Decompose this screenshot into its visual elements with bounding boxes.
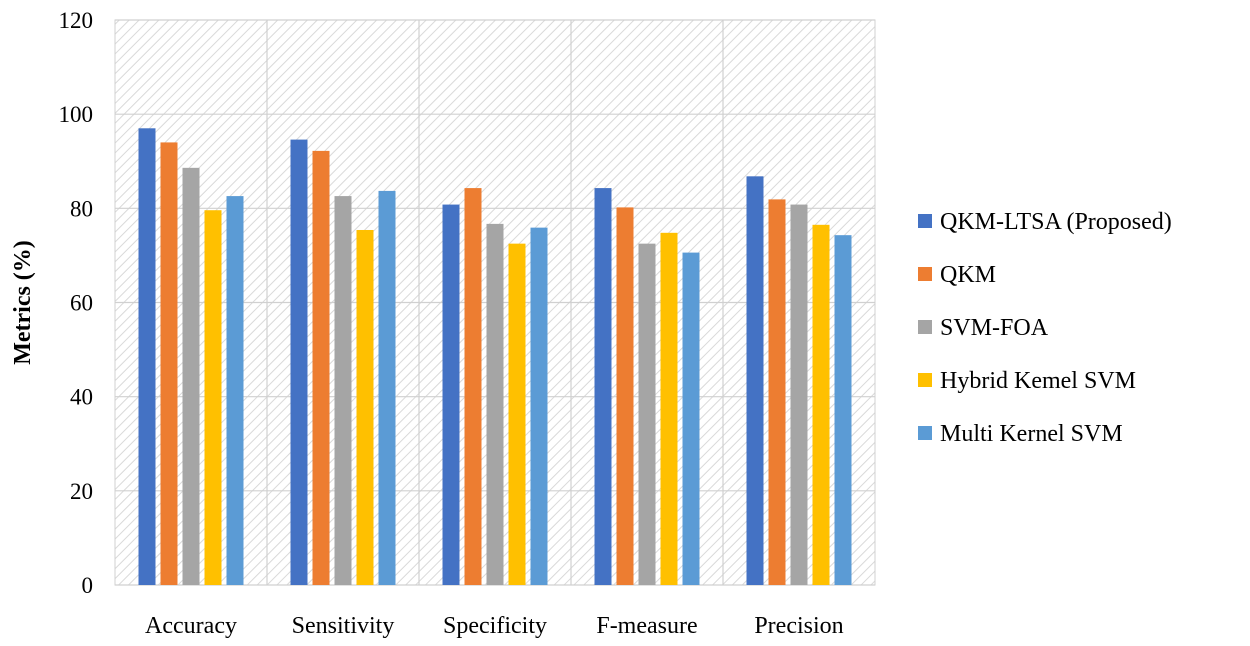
legend-label: QKM-LTSA (Proposed): [940, 209, 1172, 235]
bar: [442, 204, 460, 586]
legend-label: QKM: [940, 262, 996, 288]
x-category-label: Sensitivity: [292, 613, 395, 639]
legend: QKM-LTSA (Proposed) QKM SVM-FOA Hybrid Keme…: [918, 209, 1172, 447]
bar: [138, 128, 156, 585]
y-tick-label: 20: [70, 479, 93, 504]
legend-label: Multi Kernel SVM: [940, 421, 1123, 447]
bar: [682, 252, 700, 585]
x-category-label: Precision: [754, 613, 843, 639]
bar: [812, 224, 830, 585]
bar: [660, 232, 678, 586]
y-tick-label: 100: [59, 102, 94, 127]
legend-swatch: [918, 426, 932, 440]
y-axis-ticks: 0 20 40 60 80 100 120: [59, 8, 94, 598]
bar: [182, 167, 200, 585]
bar: [530, 227, 548, 585]
y-tick-label: 120: [59, 8, 94, 33]
bar: [616, 207, 634, 585]
bar: [334, 196, 352, 585]
bar: [834, 235, 852, 585]
bar: [204, 210, 222, 585]
y-axis-label: Metrics (%): [10, 240, 36, 365]
legend-swatch: [918, 214, 932, 228]
bar: [746, 176, 764, 586]
y-tick-label: 0: [82, 573, 94, 598]
x-category-label: F-measure: [596, 613, 697, 639]
bar: [464, 188, 482, 585]
bar: [790, 204, 808, 586]
bar: [378, 190, 396, 585]
bar: [356, 229, 374, 585]
y-tick-label: 40: [70, 385, 93, 410]
bar: [594, 188, 612, 585]
bar: [226, 196, 244, 585]
bar: [290, 139, 308, 585]
legend-label: Hybrid Kemel SVM: [940, 368, 1136, 394]
y-tick-label: 60: [70, 291, 93, 316]
bar: [312, 150, 330, 585]
bar: [508, 243, 526, 586]
bar: [486, 223, 504, 585]
legend-label: SVM-FOA: [940, 315, 1049, 341]
bar: [160, 142, 178, 585]
legend-swatch: [918, 267, 932, 281]
y-tick-label: 80: [70, 196, 93, 221]
legend-swatch: [918, 373, 932, 387]
bars: [138, 128, 852, 586]
bar: [638, 243, 656, 586]
bar: [768, 199, 786, 585]
legend-swatch: [918, 320, 932, 334]
x-category-label: Accuracy: [145, 613, 237, 639]
x-category-label: Specificity: [443, 613, 547, 639]
x-axis-categories: Accuracy Sensitivity Specificity F-measure P…: [145, 613, 844, 639]
